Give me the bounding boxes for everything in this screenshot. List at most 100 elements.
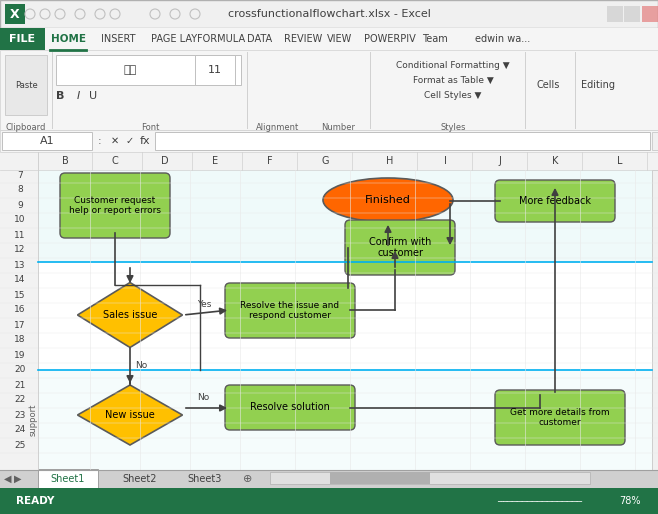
Text: Format as Table ▼: Format as Table ▼: [413, 76, 494, 84]
Text: Number: Number: [321, 122, 355, 132]
FancyBboxPatch shape: [60, 173, 170, 238]
Text: 10: 10: [14, 215, 26, 225]
FancyBboxPatch shape: [38, 370, 652, 470]
Text: A1: A1: [39, 136, 55, 146]
Text: 9: 9: [17, 200, 23, 210]
Text: POWERPIV: POWERPIV: [364, 34, 416, 44]
Text: 8: 8: [17, 186, 23, 194]
FancyBboxPatch shape: [38, 469, 98, 488]
Text: ─────────────────: ─────────────────: [497, 497, 582, 505]
Text: 11: 11: [208, 65, 222, 75]
Text: Clipboard: Clipboard: [6, 122, 46, 132]
FancyBboxPatch shape: [225, 283, 355, 338]
FancyBboxPatch shape: [270, 472, 590, 484]
Text: crossfunctionalflowchart.xlsx - Excel: crossfunctionalflowchart.xlsx - Excel: [228, 9, 430, 19]
Text: 14: 14: [14, 276, 26, 285]
Text: Editing: Editing: [581, 80, 615, 90]
FancyBboxPatch shape: [345, 220, 455, 275]
FancyBboxPatch shape: [0, 470, 658, 488]
Text: E: E: [212, 156, 218, 166]
Text: FORMULA: FORMULA: [197, 34, 245, 44]
Text: REVIEW: REVIEW: [284, 34, 322, 44]
Text: ✓: ✓: [126, 136, 134, 146]
FancyBboxPatch shape: [225, 385, 355, 430]
Text: More feedback: More feedback: [519, 196, 591, 206]
Text: 18: 18: [14, 336, 26, 344]
Text: New issue: New issue: [105, 410, 155, 420]
FancyBboxPatch shape: [495, 180, 615, 222]
Text: Alignment: Alignment: [257, 122, 299, 132]
FancyBboxPatch shape: [0, 152, 38, 472]
Ellipse shape: [323, 178, 453, 222]
Text: DATA: DATA: [247, 34, 272, 44]
Text: Sheet2: Sheet2: [123, 474, 157, 484]
Text: fx: fx: [139, 136, 150, 146]
Text: No: No: [135, 361, 147, 370]
Text: I: I: [443, 156, 446, 166]
Text: B: B: [56, 91, 64, 101]
Text: Get more details from
customer: Get more details from customer: [510, 408, 610, 427]
FancyBboxPatch shape: [38, 262, 652, 370]
FancyBboxPatch shape: [652, 132, 658, 150]
Text: 16: 16: [14, 305, 26, 315]
Text: Sheet1: Sheet1: [51, 474, 85, 484]
Text: 23: 23: [14, 411, 26, 419]
Text: ✕: ✕: [111, 136, 119, 146]
Text: 13: 13: [14, 261, 26, 269]
FancyBboxPatch shape: [642, 6, 658, 22]
Text: 21: 21: [14, 380, 26, 390]
FancyBboxPatch shape: [0, 28, 45, 50]
Text: ▶: ▶: [14, 474, 22, 484]
Text: Resolve solution: Resolve solution: [250, 402, 330, 413]
Polygon shape: [78, 385, 182, 445]
Text: Sheet3: Sheet3: [188, 474, 222, 484]
Text: Cell Styles ▼: Cell Styles ▼: [424, 90, 482, 100]
Text: Sales issue: Sales issue: [103, 310, 157, 320]
Text: READY: READY: [16, 496, 54, 506]
FancyBboxPatch shape: [0, 152, 658, 170]
Text: 7: 7: [17, 171, 23, 179]
FancyBboxPatch shape: [5, 4, 25, 24]
FancyBboxPatch shape: [0, 0, 658, 28]
Text: J: J: [499, 156, 501, 166]
Text: Paste: Paste: [14, 81, 38, 89]
FancyBboxPatch shape: [56, 55, 241, 85]
Text: Styles: Styles: [440, 122, 466, 132]
FancyBboxPatch shape: [495, 390, 625, 445]
Text: No: No: [197, 393, 209, 402]
FancyBboxPatch shape: [330, 472, 430, 484]
Text: 17: 17: [14, 321, 26, 329]
Text: L: L: [617, 156, 622, 166]
Text: INSERT: INSERT: [101, 34, 136, 44]
Polygon shape: [78, 283, 182, 347]
Text: Finished: Finished: [365, 195, 411, 205]
Text: ⊕: ⊕: [243, 474, 253, 484]
FancyBboxPatch shape: [38, 170, 652, 470]
Text: Conditional Formatting ▼: Conditional Formatting ▼: [396, 61, 510, 69]
Text: U: U: [89, 91, 97, 101]
Text: support: support: [28, 404, 38, 436]
Text: Resolve the issue and
respond customer: Resolve the issue and respond customer: [240, 301, 340, 320]
Text: edwin wa...: edwin wa...: [475, 34, 530, 44]
Text: F: F: [267, 156, 273, 166]
Text: 20: 20: [14, 365, 26, 375]
FancyBboxPatch shape: [5, 55, 47, 115]
FancyBboxPatch shape: [195, 55, 235, 85]
Text: 25: 25: [14, 440, 26, 450]
Text: 78%: 78%: [619, 496, 641, 506]
Text: H: H: [386, 156, 393, 166]
FancyBboxPatch shape: [0, 130, 658, 152]
Text: D: D: [161, 156, 169, 166]
FancyBboxPatch shape: [0, 488, 658, 514]
Text: 19: 19: [14, 351, 26, 359]
FancyBboxPatch shape: [607, 6, 623, 22]
FancyBboxPatch shape: [370, 55, 545, 125]
FancyBboxPatch shape: [2, 132, 92, 150]
Text: Team: Team: [422, 34, 448, 44]
FancyBboxPatch shape: [50, 28, 86, 50]
Text: Yes: Yes: [197, 300, 211, 309]
Text: 15: 15: [14, 290, 26, 300]
FancyBboxPatch shape: [652, 170, 658, 470]
Text: 12: 12: [14, 246, 26, 254]
Text: C: C: [112, 156, 118, 166]
